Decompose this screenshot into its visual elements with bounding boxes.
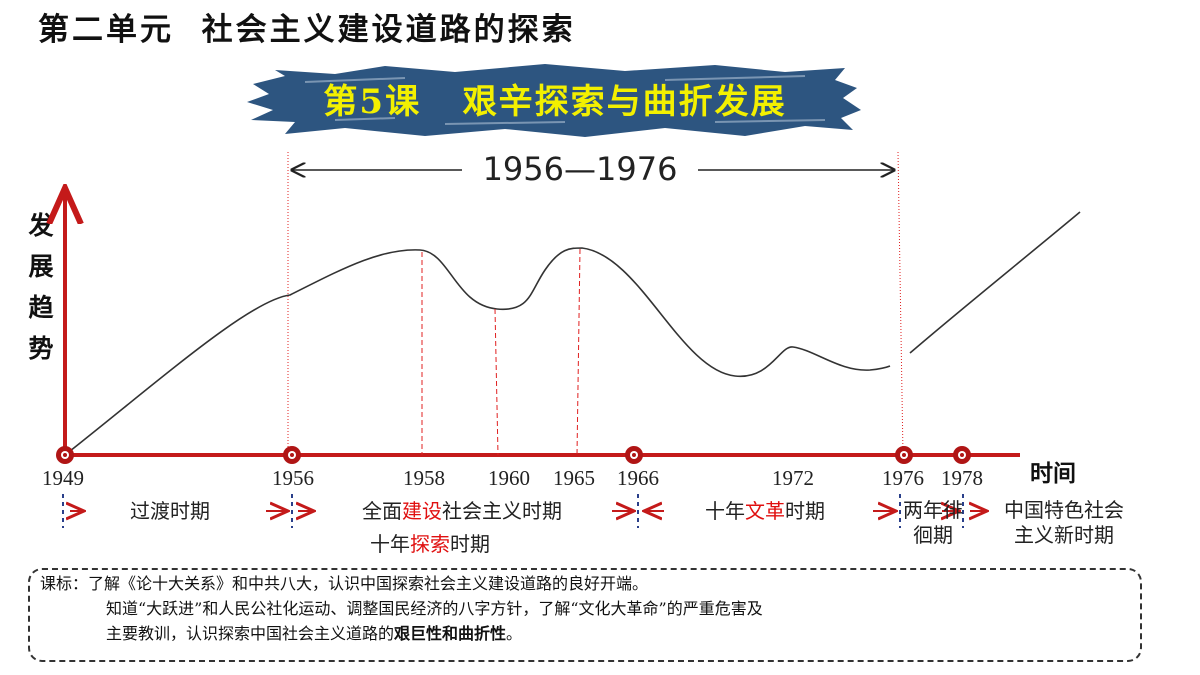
period-transition: 过渡时期 [130,499,210,523]
year-label-1976: 1976 [882,466,924,490]
period-construction-pre: 全面 [362,499,402,523]
period-construction-post: 社会主义时期 [442,499,562,523]
boundary-1976-line [897,151,904,456]
year-label-1972: 1972 [772,466,814,490]
lesson-title: 第5课 艰辛探索与曲折发展 [323,82,787,122]
milestone-1966 [625,446,643,464]
period-exploration-pre: 十年 [370,532,410,556]
period-construction: 全面建设社会主义时期 [312,499,612,524]
period-exploration-highlight: 探索 [410,532,450,556]
period-hesitation: 两年徘徊期 [903,498,963,547]
year-label-1949: 1949 [42,466,84,490]
trend-curve-new-era [909,211,1081,354]
period-exploration-post: 时期 [450,532,490,556]
period-culture-post: 时期 [785,499,825,523]
curriculum-standard-box [28,568,1142,662]
curriculum-line3-post: 。 [506,624,523,643]
dropline-1965 [576,248,581,456]
year-label-1960: 1960 [488,466,530,490]
year-label-1966: 1966 [617,466,659,490]
year-label-1956: 1956 [272,466,314,490]
unit-title: 第二单元 社会主义建设道路的探索 [38,12,576,48]
curriculum-line3-pre: 主要教训，认识探索中国社会主义道路的 [106,624,395,643]
curriculum-line3-bold: 艰巨性和曲折性 [394,624,507,643]
brush-stroke-background [247,64,861,137]
period-exploration: 十年探索时期 [330,532,530,557]
dropline-1960 [494,308,499,456]
period-new-era-line2: 主义新时期 [1014,523,1114,547]
curriculum-line-2: 知道“大跃进”和人民公社化运动、调整国民经济的八字方针，了解“文化大革命”的严重… [106,599,763,618]
x-axis-label: 时间 [1030,460,1076,487]
curriculum-standard-text: 课标：了解《论十大关系》和中共八大，认识中国探索社会主义建设道路的良好开端。 知… [40,571,1130,646]
period-culture-pre: 十年 [705,499,745,523]
trend-curve [64,247,891,456]
year-label-1958: 1958 [403,466,445,490]
curriculum-line-1: 课标：了解《论十大关系》和中共八大，认识中国探索社会主义建设道路的良好开端。 [40,571,1130,596]
period-cultural-revolution: 十年文革时期 [670,499,860,524]
lesson-banner: 第5课 艰辛探索与曲折发展 [245,62,865,140]
year-label-1965: 1965 [553,466,595,490]
milestone-1949 [56,446,74,464]
curriculum-line1-text: 了解《论十大关系》和中共八大，认识中国探索社会主义建设道路的良好开端。 [88,574,649,593]
period-new-era-line1: 中国特色社会 [1004,498,1124,522]
year-label-1978: 1978 [941,466,983,490]
milestone-1978 [953,446,971,464]
period-construction-highlight: 建设 [402,499,442,523]
curriculum-label: 课标： [40,574,89,593]
curriculum-line-3: 主要教训，认识探索中国社会主义道路的艰巨性和曲折性。 [40,621,1130,646]
period-culture-highlight: 文革 [745,499,785,523]
milestone-1976 [895,446,913,464]
milestone-1956 [283,446,301,464]
range-span-label: 1956—1976 [462,150,698,188]
period-new-era: 中国特色社会 主义新时期 [984,498,1144,548]
